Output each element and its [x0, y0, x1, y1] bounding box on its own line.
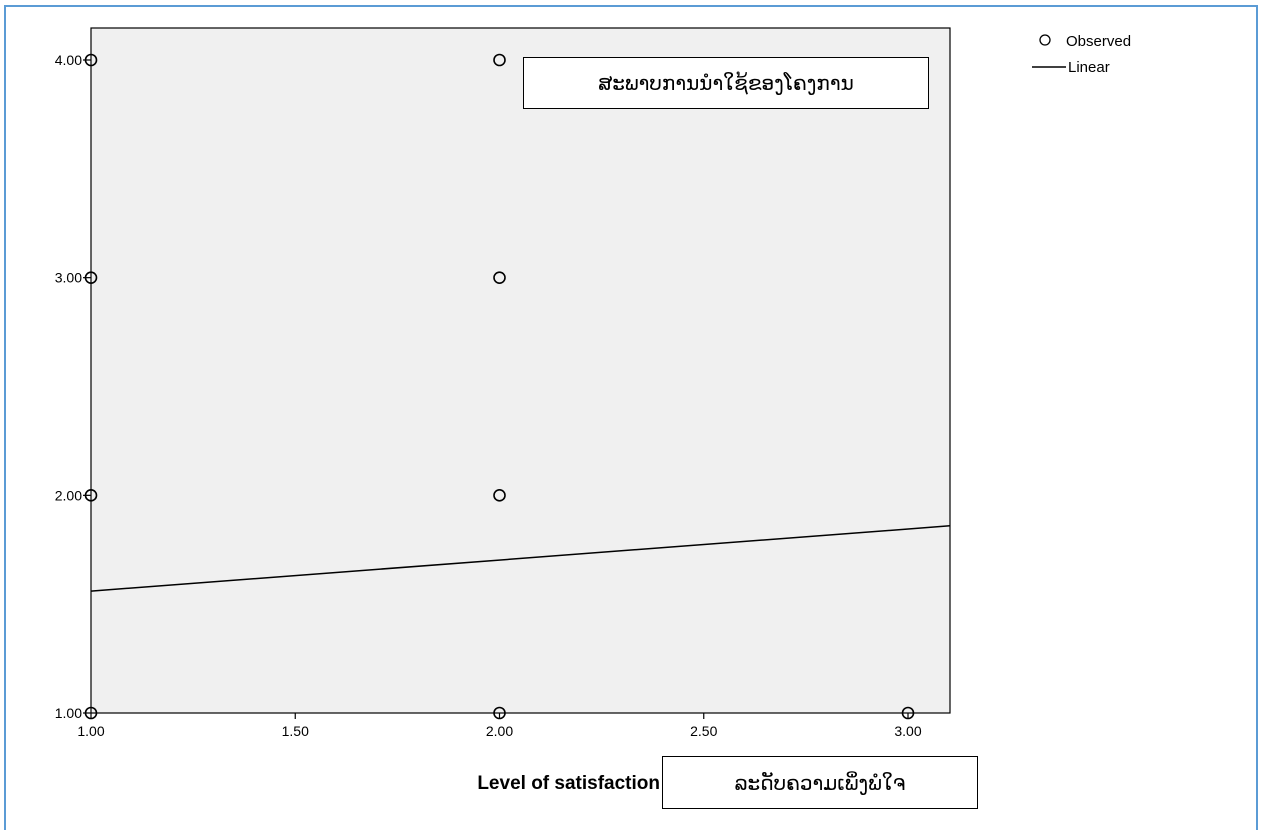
legend-observed-label: Observed [1066, 33, 1131, 50]
annotation-bottom-box: ລະດັບຄວາມເພິ່ງພໍໃຈ [662, 756, 978, 809]
y-axis: 1.00 2.00 3.00 4.00 [55, 52, 91, 721]
observed-point [493, 271, 506, 284]
observed-point [84, 706, 98, 720]
observed-points [84, 53, 915, 720]
x-tick-label: 2.00 [486, 723, 513, 739]
y-tick-label: 1.00 [55, 705, 82, 721]
x-tick-label: 3.00 [894, 723, 921, 739]
x-tick-label: 1.50 [282, 723, 309, 739]
plot-area [90, 27, 951, 714]
legend-linear-label: Linear [1068, 59, 1110, 76]
x-tick-label: 2.50 [690, 723, 717, 739]
x-axis-title: Level of satisfaction [477, 773, 660, 794]
annotation-top-box: ສະພາບການນຳໃຊ້ຂອງໂຄງການ [523, 57, 929, 109]
observed-point [493, 489, 506, 502]
observed-point [493, 706, 506, 720]
y-tick-label: 3.00 [55, 270, 82, 286]
x-axis: 1.00 1.50 2.00 2.50 3.00 [77, 713, 922, 739]
observed-point [84, 271, 98, 284]
y-tick-label: 2.00 [55, 487, 82, 503]
observed-point [901, 706, 915, 720]
x-tick-label: 1.00 [77, 723, 104, 739]
observed-point [493, 53, 506, 67]
linear-fit-line [90, 525, 951, 592]
observed-point [84, 489, 98, 502]
observed-point [84, 53, 98, 67]
legend: Observed Linear [1032, 33, 1131, 76]
y-tick-label: 4.00 [55, 52, 82, 68]
legend-observed-marker [1039, 34, 1051, 46]
